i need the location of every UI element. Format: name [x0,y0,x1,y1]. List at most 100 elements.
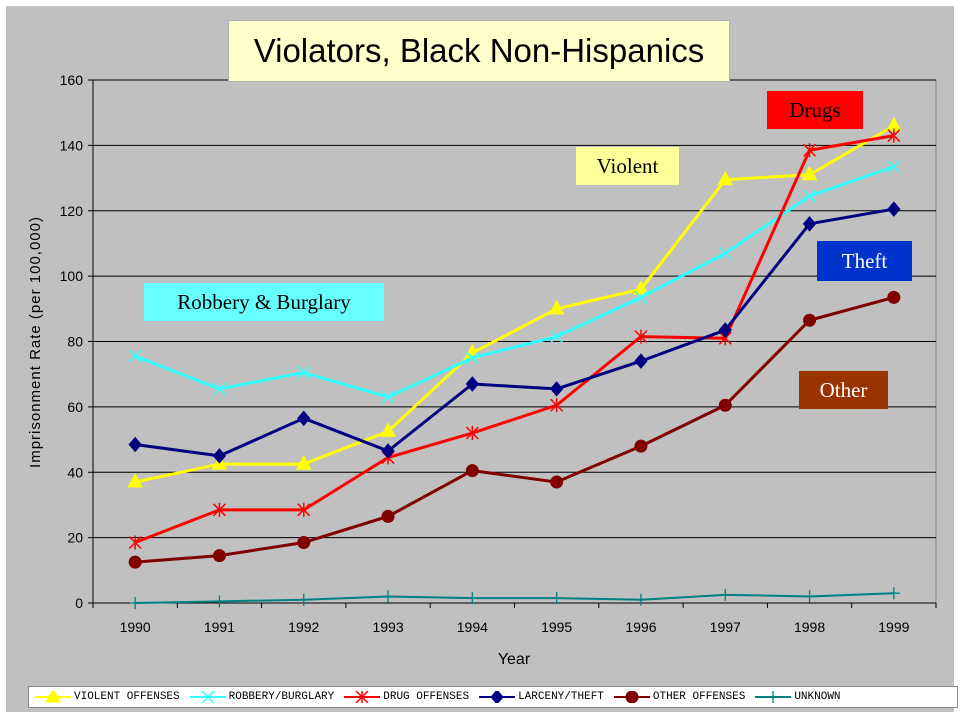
data-point-drug-offenses [297,502,311,517]
y-tick-label: 100 [60,268,84,284]
data-point-violent-offenses [127,473,143,488]
data-point-robbery-burglary [128,349,142,363]
data-point-drug-offenses [465,426,479,441]
legend-swatch [189,691,226,703]
data-point-larceny-theft [381,443,395,459]
data-point-other-offenses [297,536,311,550]
data-point-violent-offenses [717,170,734,186]
data-point-larceny-theft [212,448,227,464]
x-axis-label: Year [498,651,531,668]
legend-item: OTHER OFFENSES [613,691,746,703]
data-point-unknown [382,590,395,603]
legend-label: LARCENY/THEFT [518,691,604,703]
data-point-larceny-theft [465,376,480,392]
x-tick-label: 1999 [878,619,909,635]
y-tick-label: 20 [67,530,83,546]
data-point-unknown [719,588,732,601]
data-point-other-offenses [634,439,648,453]
x-tick-label: 1991 [204,619,235,635]
data-point-unknown [634,593,647,606]
legend-item: DRUG OFFENSES [344,691,469,703]
x-tick-label: 1996 [625,619,656,635]
data-point-drug-offenses [634,329,648,344]
data-point-violent-offenses [295,455,312,470]
legend-marker [490,691,504,703]
data-point-other-offenses [212,549,226,563]
data-point-larceny-theft [128,436,142,453]
legend-swatch [35,691,71,703]
data-point-drug-offenses [887,128,901,143]
y-axis-label: Imprisonment Rate (per 100,000) [27,216,44,468]
series-line-larceny-theft [134,207,895,458]
data-point-unknown [803,590,816,603]
data-point-robbery-burglary [634,290,648,304]
chart-title: Violators, Black Non-Hispanics [228,20,730,82]
data-point-larceny-theft [802,216,817,232]
legend-swatch [479,691,516,703]
legend-swatch [613,691,650,703]
data-point-larceny-theft [297,410,311,427]
series-lines [127,116,902,609]
data-point-robbery-burglary [381,390,395,404]
data-point-robbery-burglary [465,351,479,365]
gridlines [93,79,936,539]
data-point-drug-offenses [212,502,226,517]
data-point-unknown [129,597,142,609]
annotation-robbery-burglary: Robbery & Burglary [144,283,384,321]
x-tick-label: 1990 [120,619,151,635]
data-point-other-offenses [550,475,564,489]
y-tick-label: 40 [67,464,83,480]
data-point-unknown [887,587,900,600]
data-point-robbery-burglary [887,160,901,174]
axes: 0 20 40 60 80 100 120 140 160 1990 1991 1992 1993 199… [60,72,937,635]
legend-swatch [755,691,792,703]
legend-item: VIOLENT OFFENSES [35,691,180,703]
legend: VIOLENT OFFENSES ROBBERY/BURGLARY DRUG OFF… [28,686,958,708]
data-point-other-offenses [381,509,395,523]
data-point-larceny-theft [887,201,901,217]
data-point-unknown [466,592,479,605]
y-tick-label: 140 [60,137,84,153]
annotation-violent: Violent [576,147,679,185]
data-point-violent-offenses [633,280,649,295]
data-point-larceny-theft [718,322,732,338]
legend-item: LARCENY/THEFT [479,691,604,703]
data-point-other-offenses [465,464,479,478]
data-point-drug-offenses [803,143,817,158]
data-point-violent-offenses [380,422,396,437]
legend-swatch [344,691,381,703]
data-point-drug-offenses [550,398,564,413]
annotation-theft: Theft [817,241,912,281]
data-point-larceny-theft [549,381,564,397]
data-point-unknown [550,592,563,605]
data-point-unknown [297,593,310,606]
x-tick-label: 1992 [288,619,319,635]
series-line-drug-offenses [134,134,895,544]
data-point-drug-offenses [128,535,142,550]
legend-marker [45,691,61,703]
y-tick-label: 60 [67,399,83,415]
y-tick-label: 120 [60,203,84,219]
data-point-other-offenses [803,313,817,327]
x-tick-label: 1998 [794,619,825,635]
data-point-larceny-theft [634,353,648,369]
y-tick-label: 80 [67,334,83,350]
data-point-violent-offenses [548,299,565,315]
legend-label: VIOLENT OFFENSES [74,691,180,703]
legend-label: OTHER OFFENSES [652,691,746,703]
data-point-robbery-burglary [550,330,564,344]
data-point-unknown [213,595,226,608]
x-tick-label: 1993 [372,619,403,635]
legend-marker [767,691,780,703]
annotation-drugs: Drugs [767,91,863,129]
data-point-robbery-burglary [718,246,732,260]
legend-marker [355,691,369,703]
x-tick-label: 1995 [541,619,572,635]
annotation-other: Other [799,371,888,409]
legend-label: DRUG OFFENSES [383,691,470,703]
series-line-other-offenses [135,295,895,564]
legend-item: UNKNOWN [755,691,841,703]
legend-marker [625,691,639,703]
legend-label: ROBBERY/BURGLARY [228,691,335,703]
